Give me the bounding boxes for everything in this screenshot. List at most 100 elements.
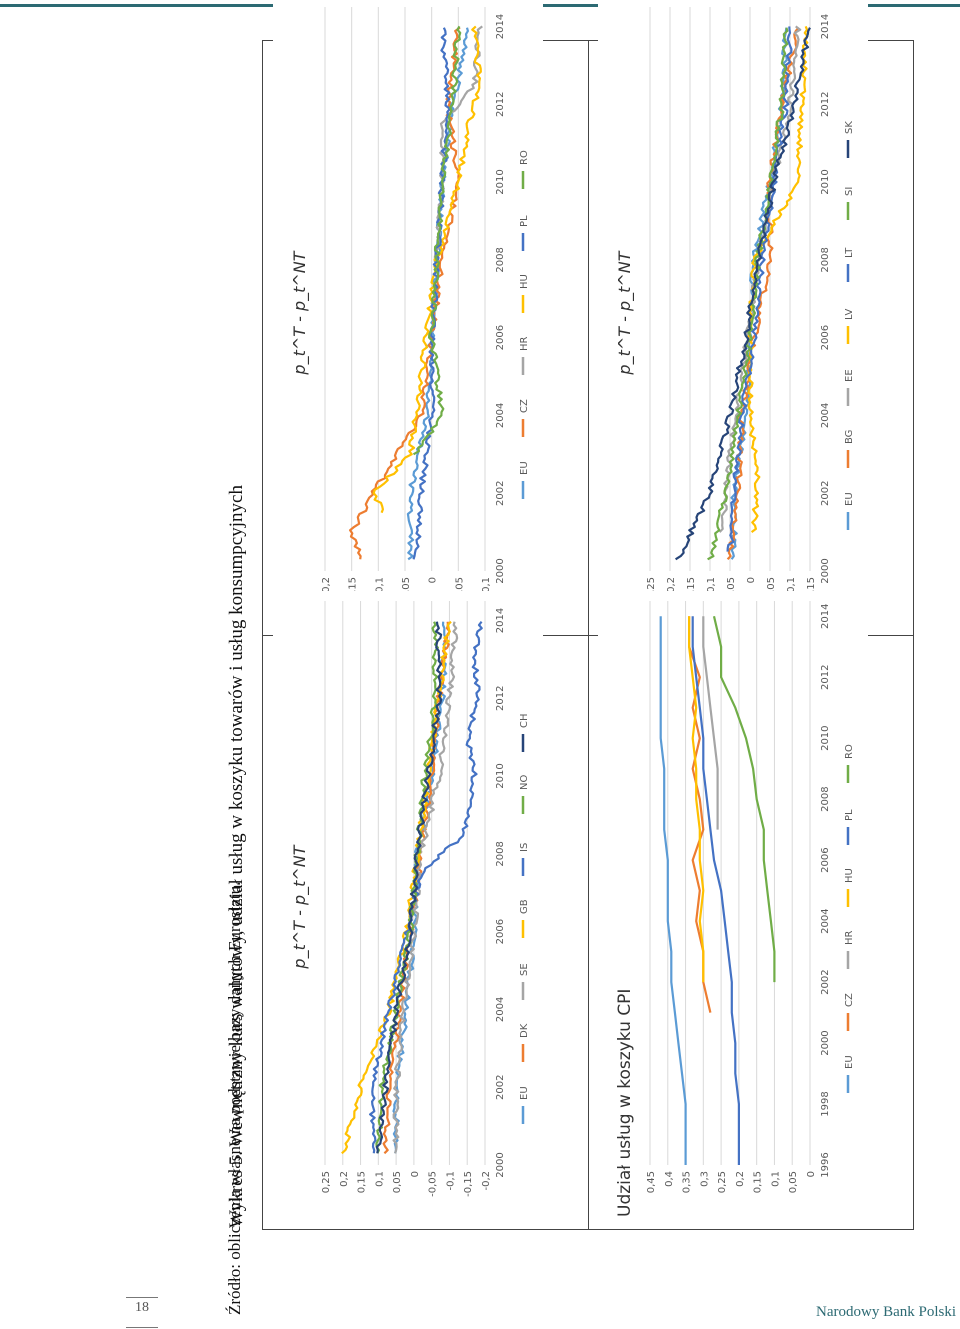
legend-label-cz: CZ [844, 993, 855, 1007]
legend-label-sk: SK [844, 121, 855, 134]
y-tick-label: 0,05 [401, 577, 412, 599]
legend-label-lv: LV [844, 309, 855, 320]
y-tick-label: -0,1 [481, 577, 492, 597]
y-tick-label: 0,1 [770, 1171, 781, 1187]
y-tick-label: 0,25 [717, 1171, 728, 1193]
x-tick-label: 2010 [820, 169, 831, 194]
x-tick-label: 2006 [495, 919, 506, 944]
y-tick-label: -0,05 [766, 577, 777, 603]
x-tick-label: 2006 [820, 325, 831, 350]
x-tick-label: 2008 [820, 247, 831, 272]
y-tick-label: -0,05 [428, 1171, 439, 1197]
y-tick-label: 0,4 [664, 1171, 675, 1187]
x-tick-label: 2012 [495, 92, 506, 117]
y-tick-label: 0 [806, 1171, 817, 1177]
series-line-lt [726, 26, 793, 552]
y-tick-label: 0,05 [788, 1171, 799, 1193]
x-tick-label: 2014 [495, 14, 506, 39]
x-tick-label: 2010 [820, 725, 831, 750]
figure-source: Źródło: obliczenia własne na podstawie b… [225, 881, 244, 1315]
legend-label-dk: DK [519, 1023, 530, 1038]
y-tick-label: 0,25 [646, 577, 657, 599]
y-tick-label: 0,2 [321, 577, 332, 593]
y-tick-label: 0,3 [699, 1171, 710, 1187]
y-tick-label: -0,05 [454, 577, 465, 603]
x-tick-label: 1996 [820, 1152, 831, 1177]
x-tick-label: 1998 [820, 1091, 831, 1116]
x-tick-label: 2000 [495, 1152, 506, 1177]
x-tick-label: 2008 [495, 841, 506, 866]
y-tick-label: 0,35 [682, 1171, 693, 1193]
legend-label-eu: EU [519, 1086, 530, 1100]
legend-label-gb: GB [519, 899, 530, 914]
x-tick-label: 2002 [820, 969, 831, 994]
legend-label-pl: PL [844, 809, 855, 821]
chart-panel-bl: p_t^T - p_t^NT 0,25 0,2 0,15 0,1 0,05 0 -0,05 -0… [273, 591, 543, 1227]
y-tick-label: 0,15 [753, 1171, 764, 1193]
legend-label-eu: EU [844, 492, 855, 506]
x-tick-label: 2012 [495, 686, 506, 711]
figure-frame: p_t^T - p_t^NT 0,2 0,15 0,1 0,05 0 -0,05 -0,1 20… [262, 0, 914, 1230]
legend-label-si: SI [844, 187, 855, 196]
legend-label-eu: EU [519, 461, 530, 475]
x-tick-label: 2010 [495, 169, 506, 194]
series-line-pl [691, 616, 740, 1165]
page-number-rule-top [126, 1297, 158, 1298]
x-tick-label: 2002 [820, 480, 831, 505]
y-tick-label: 0 [746, 577, 757, 583]
x-tick-label: 2014 [820, 604, 831, 629]
legend-label-pl: PL [519, 215, 530, 227]
y-tick-label: 0,2 [735, 1171, 746, 1187]
legend-label-ro: RO [519, 150, 530, 165]
chart-title: p_t^T - p_t^NT [290, 250, 310, 375]
x-tick-label: 2004 [820, 403, 831, 428]
legend-label-ee: EE [844, 369, 855, 382]
x-tick-label: 2000 [820, 1030, 831, 1055]
chart-br: Udział usług w koszyku CPI 0,45 0,4 0,35 0,3… [615, 601, 855, 1217]
series-line-hr [702, 616, 719, 830]
legend-label-bg: BG [844, 430, 855, 444]
x-tick-label: 2006 [820, 847, 831, 872]
chart-tl: p_t^T - p_t^NT0,2 0,15 0,1 0,05 0 -0,05 -0,120… [290, 7, 530, 603]
x-tick-label: 2006 [495, 325, 506, 350]
series-line-no [375, 621, 439, 1154]
x-tick-label: 2004 [495, 997, 506, 1022]
y-tick-label: -0,1 [786, 577, 797, 597]
chart-panel-tr: p_t^T - p_t^NT 0,25 0,2 0,15 0,1 0,05 0 -0,05 -0… [598, 0, 868, 633]
chart-tr: p_t^T - p_t^NT 0,25 0,2 0,15 0,1 0,05 0 -0,05 -0… [615, 7, 855, 603]
legend-label-ro: RO [844, 744, 855, 759]
series-line-ro [412, 25, 462, 456]
legend-label-hu: HU [844, 868, 855, 883]
legend-label-hr: HR [844, 930, 855, 945]
y-tick-label: -0,15 [806, 577, 817, 603]
chart-bl: p_t^T - p_t^NT 0,25 0,2 0,15 0,1 0,05 0 -0,05 -0… [290, 601, 530, 1197]
page-number-rule-bottom [126, 1327, 158, 1328]
x-tick-label: 2014 [820, 14, 831, 39]
page-number: 18 [135, 1300, 149, 1315]
y-tick-label: 0,1 [706, 577, 717, 593]
y-tick-label: 0,1 [374, 1171, 385, 1187]
legend-label-se: SE [519, 963, 530, 976]
series-line-eu [659, 616, 687, 1165]
series-line-hu [687, 616, 705, 983]
legend-label-no: NO [519, 775, 530, 790]
series-line-eu [406, 27, 469, 561]
y-tick-label: 0,2 [666, 577, 677, 593]
x-tick-label: 2014 [495, 608, 506, 633]
y-tick-label: 0,15 [686, 577, 697, 599]
y-tick-label: 0,05 [392, 1171, 403, 1193]
legend-label-ch: CH [519, 713, 530, 728]
chart-title: p_t^T - p_t^NT [290, 844, 310, 969]
chart-panel-tl: p_t^T - p_t^NT 0,2 0,15 0,1 0,05 0 -0,05 -0,1 20… [273, 0, 543, 633]
x-tick-label: 2000 [495, 558, 506, 583]
legend-label-is: IS [519, 843, 530, 852]
y-tick-label: -0,15 [463, 1171, 474, 1197]
y-tick-label: -0,1 [445, 1171, 456, 1191]
series-line-se [392, 621, 459, 1154]
series-line-si [707, 27, 789, 561]
chart-title: p_t^T - p_t^NT [615, 250, 635, 375]
y-tick-label: 0,2 [339, 1171, 350, 1187]
x-tick-label: 2010 [495, 763, 506, 788]
y-tick-label: 0 [410, 1171, 421, 1177]
x-tick-label: 2012 [820, 92, 831, 117]
